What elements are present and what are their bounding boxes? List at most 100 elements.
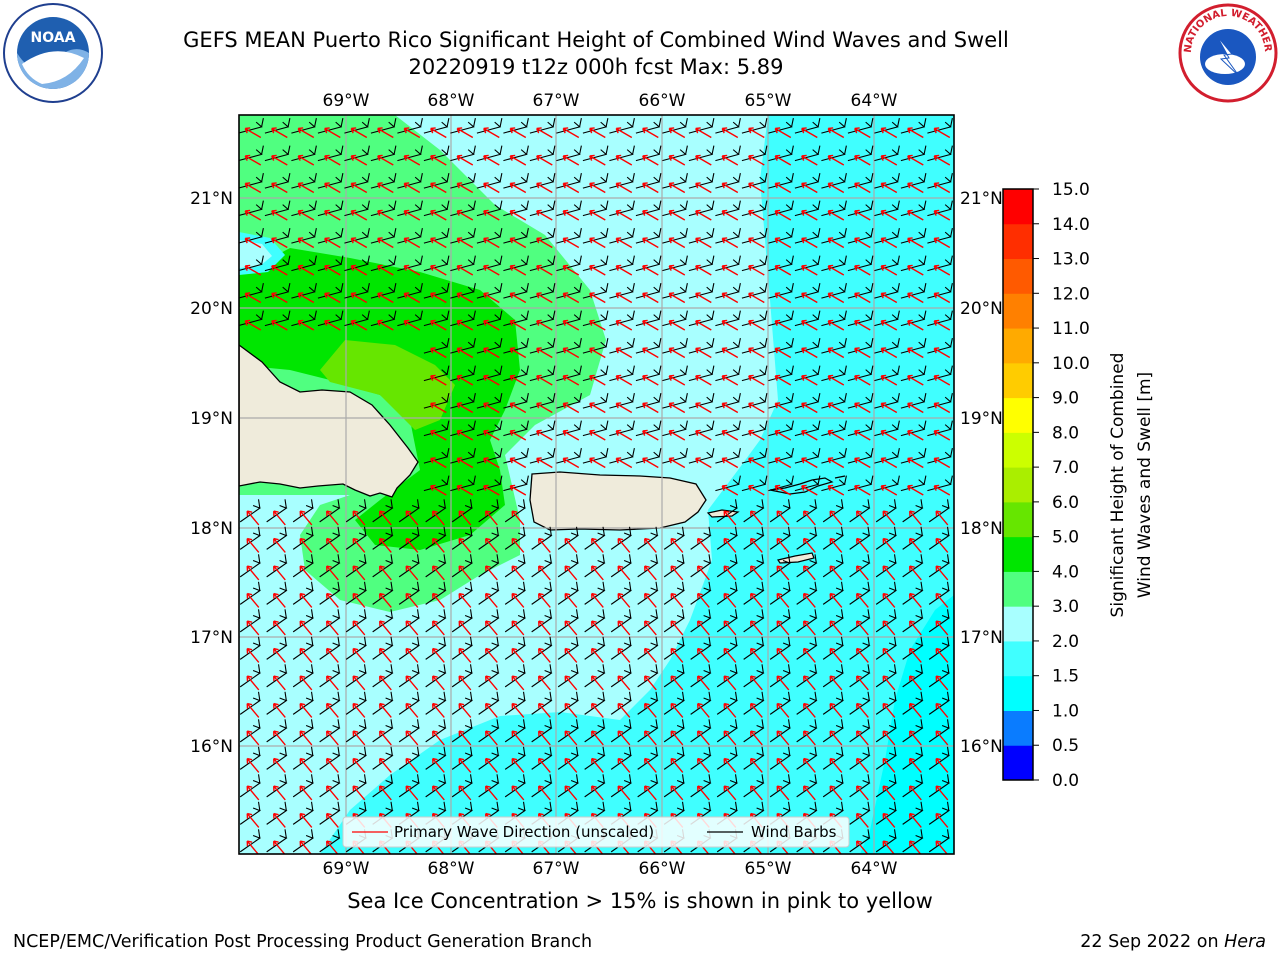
wind-barb: [875, 719, 897, 743]
colorbar-cell: [1003, 189, 1033, 225]
wave-direction-arrow: [432, 785, 445, 801]
wave-direction-arrow: [456, 264, 474, 276]
wave-direction-arrow: [695, 429, 712, 441]
wave-direction-arrow: [511, 620, 525, 636]
wave-direction-arrow: [509, 264, 527, 276]
wave-direction-arrow: [617, 592, 631, 608]
wind-barb: [902, 829, 924, 853]
wave-direction-arrow: [352, 730, 366, 746]
wave-direction-arrow: [350, 127, 368, 139]
wave-direction-arrow: [456, 484, 474, 496]
wind-barb: [822, 691, 844, 715]
wave-direction-arrow: [644, 537, 657, 553]
wind-barb: [584, 554, 606, 578]
wave-direction-arrow: [615, 209, 633, 221]
wind-barb: [902, 554, 924, 578]
svg-text:NOAA: NOAA: [31, 30, 76, 46]
wind-barb: [478, 636, 500, 660]
lon-label-bottom: 64°W: [851, 859, 898, 879]
colorbar-tick-label: 3.0: [1052, 597, 1079, 617]
wave-direction-arrow: [909, 592, 922, 608]
colorbar-tick-label: 1.5: [1052, 667, 1079, 687]
wind-barb: [239, 774, 261, 798]
legend-wave-label: Primary Wave Direction (unscaled): [394, 823, 654, 841]
wind-barb: [610, 691, 632, 715]
wave-direction-arrow: [827, 374, 845, 386]
wind-barb: [531, 581, 553, 605]
colorbar-cell: [1003, 675, 1033, 711]
wind-barb: [239, 829, 261, 853]
wave-direction-arrow: [803, 510, 816, 526]
wave-direction-arrow: [774, 127, 792, 139]
wave-direction-arrow: [617, 785, 631, 801]
wind-barb: [928, 691, 950, 715]
wave-direction-arrow: [935, 647, 949, 663]
wind-barb: [769, 526, 791, 550]
wind-barb: [637, 609, 659, 633]
wave-direction-arrow: [403, 182, 421, 194]
colorbar-cell: [1003, 745, 1033, 781]
wave-direction-arrow: [935, 757, 949, 773]
wave-direction-arrow: [856, 592, 869, 608]
wind-barb: [637, 664, 659, 688]
wind-barb: [266, 499, 288, 523]
wind-barb: [796, 499, 818, 523]
wave-direction-arrow: [697, 757, 710, 773]
wave-direction-arrow: [483, 292, 500, 304]
wind-barb: [822, 499, 844, 523]
wave-direction-arrow: [483, 237, 500, 249]
wind-barb: [239, 801, 261, 825]
wave-direction-arrow: [668, 264, 686, 276]
wave-direction-arrow: [511, 537, 525, 553]
wave-direction-arrow: [801, 347, 818, 359]
wave-direction-arrow: [562, 374, 580, 386]
lat-label-right: 20°N: [960, 299, 1003, 319]
wind-barb: [610, 581, 632, 605]
wave-direction-arrow: [509, 127, 527, 139]
wave-direction-arrow: [589, 182, 606, 194]
wind-barb: [716, 664, 738, 688]
wave-direction-arrow: [935, 537, 949, 553]
wave-direction-arrow: [299, 730, 313, 746]
wave-direction-arrow: [379, 730, 392, 746]
wave-direction-arrow: [324, 127, 341, 139]
wave-direction-arrow: [776, 592, 790, 608]
wave-direction-arrow: [803, 702, 816, 718]
wave-direction-arrow: [933, 182, 951, 194]
wave-direction-arrow: [432, 592, 445, 608]
wave-direction-arrow: [326, 785, 339, 801]
wave-direction-arrow: [909, 620, 922, 636]
wind-barb: [266, 636, 288, 660]
lon-label-top: 66°W: [639, 91, 686, 111]
wave-direction-arrow: [615, 182, 633, 194]
wave-direction-arrow: [432, 757, 445, 773]
wave-direction-arrow: [803, 620, 816, 636]
wind-barb: [690, 581, 712, 605]
wave-direction-arrow: [935, 812, 949, 828]
wind-barb: [345, 664, 367, 688]
wind-barb: [663, 581, 685, 605]
land-st-croix: [777, 552, 815, 564]
wave-direction-arrow: [246, 592, 260, 608]
wind-barb: [451, 526, 473, 550]
lon-label-bottom: 69°W: [323, 859, 370, 879]
wave-direction-arrow: [538, 647, 551, 663]
wave-direction-arrow: [326, 565, 339, 581]
wave-direction-arrow: [403, 154, 421, 166]
wave-direction-arrow: [350, 319, 368, 331]
wind-barb: [690, 609, 712, 633]
wave-direction-arrow: [880, 154, 898, 166]
wave-direction-arrow: [668, 154, 686, 166]
wave-direction-arrow: [750, 702, 763, 718]
wave-direction-arrow: [907, 209, 924, 221]
wave-direction-arrow: [456, 182, 474, 194]
wind-barb: [319, 774, 341, 798]
noaa-logo: NOAA: [3, 3, 103, 103]
wave-direction-arrow: [273, 510, 286, 526]
wave-direction-arrow: [695, 457, 712, 469]
wave-direction-arrow: [297, 209, 315, 221]
wave-direction-arrow: [326, 537, 339, 553]
wind-barb: [292, 719, 314, 743]
wind-barb: [478, 581, 500, 605]
wave-direction-arrow: [829, 757, 843, 773]
